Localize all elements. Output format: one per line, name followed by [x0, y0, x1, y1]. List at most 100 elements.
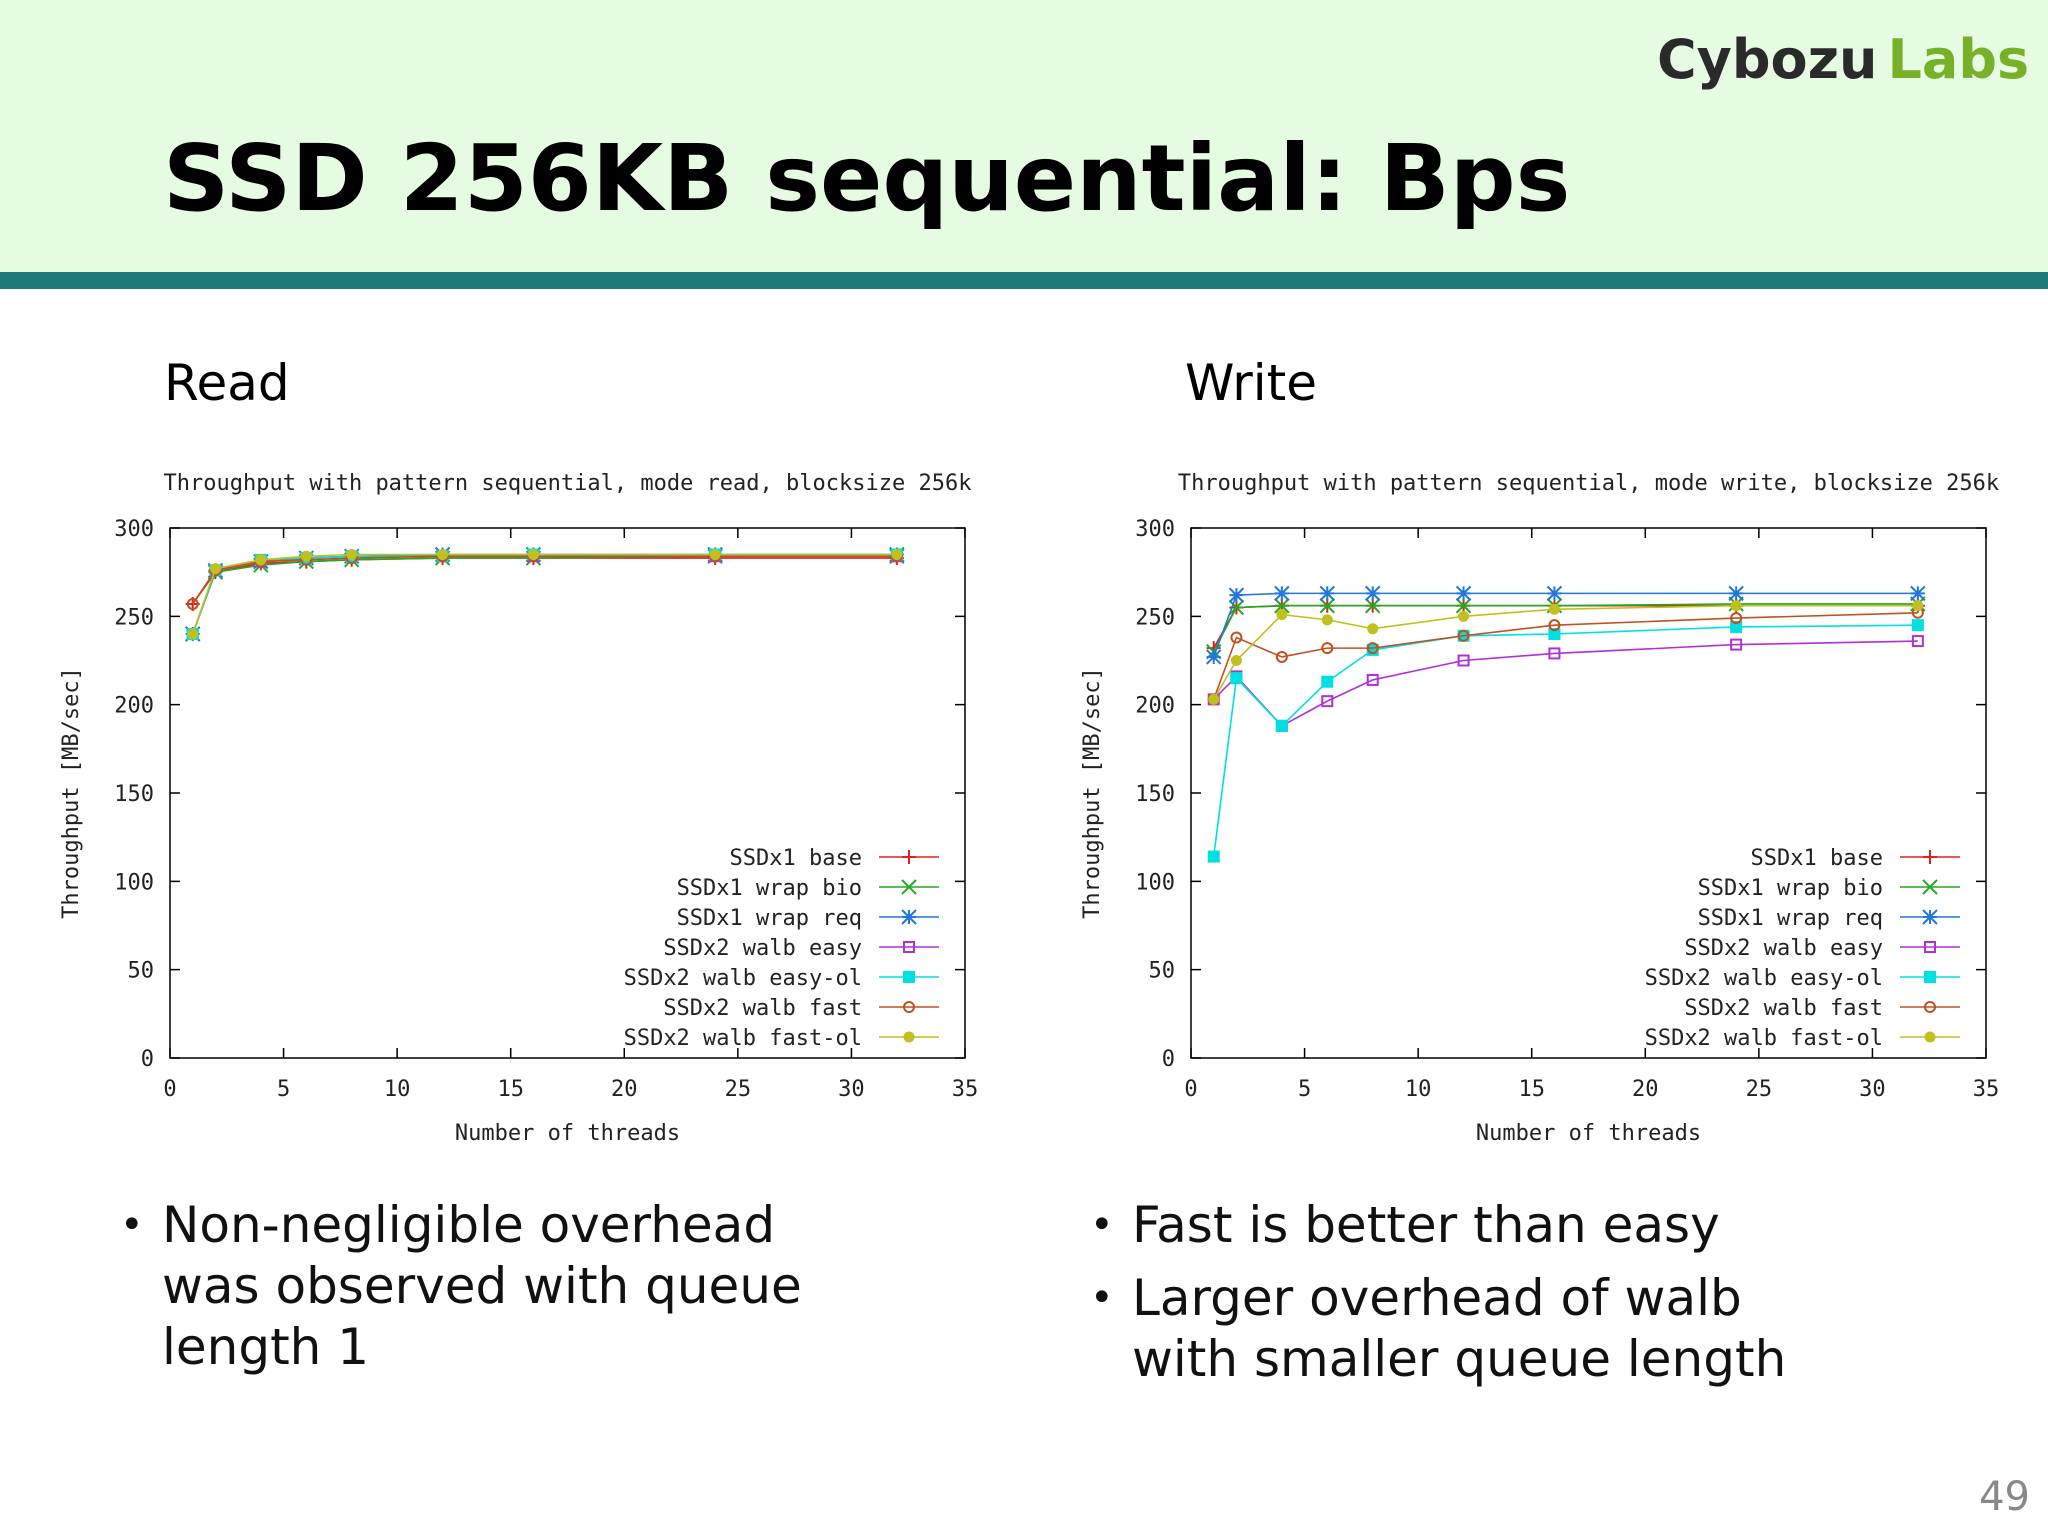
marker [1207, 850, 1220, 863]
marker [1730, 600, 1742, 612]
x-tick-label: 10 [1405, 1077, 1432, 1102]
x-tick-label: 0 [163, 1077, 176, 1102]
marker [1548, 647, 1561, 660]
marker [209, 563, 221, 575]
series-line [1212, 603, 1918, 653]
bullet: Fast is better than easy [1090, 1195, 1830, 1256]
y-tick-label: 50 [1149, 959, 1176, 984]
marker [1228, 587, 1245, 603]
slide-title: SSD 256KB sequential: Bps [163, 125, 1570, 232]
x-tick-label: 15 [497, 1077, 524, 1102]
legend-marker [901, 909, 917, 925]
marker [1319, 598, 1335, 614]
x-tick-label: 25 [725, 1077, 752, 1102]
marker [709, 549, 721, 560]
marker [1730, 612, 1743, 625]
marker [1912, 600, 1924, 612]
x-tick-label: 20 [611, 1077, 638, 1102]
y-tick-label: 0 [1162, 1047, 1175, 1072]
y-tick-label: 200 [114, 694, 154, 719]
marker [1548, 619, 1561, 632]
series-line [191, 553, 897, 635]
legend-marker [1924, 971, 1936, 983]
y-axis-label: Throughput [MB/sec] [1080, 667, 1105, 919]
logo-labs: Labs [1887, 28, 2029, 91]
marker [1230, 631, 1243, 644]
legend-label: SSDx2 walb easy-ol [624, 966, 862, 991]
marker [1457, 629, 1470, 642]
legend-label: SSDx2 walb easy [663, 936, 862, 961]
page-number: 49 [1979, 1474, 2030, 1520]
y-tick-label: 200 [1135, 694, 1175, 719]
y-tick-label: 50 [128, 959, 155, 984]
x-axis-label: Number of threads [455, 1121, 680, 1146]
series-line [1212, 624, 1918, 857]
marker [1274, 585, 1290, 602]
marker [1911, 619, 1924, 632]
marker [1319, 585, 1335, 602]
y-tick-label: 150 [114, 782, 154, 807]
y-tick-label: 300 [114, 517, 154, 542]
legend-marker [1922, 909, 1938, 925]
marker [1228, 599, 1245, 616]
x-tick-label: 35 [952, 1077, 979, 1102]
series-line [191, 555, 897, 635]
legend-marker [903, 1001, 915, 1013]
marker [1910, 585, 1926, 602]
x-tick-label: 5 [277, 1077, 290, 1102]
marker [1367, 623, 1379, 635]
marker [1730, 638, 1743, 651]
chart-title: Throughput with pattern sequential, mode… [1178, 471, 1999, 496]
chart-heading: Read [164, 354, 290, 412]
legend-marker [1924, 1031, 1936, 1043]
header-rule [0, 272, 2048, 289]
legend-label: SSDx1 wrap req [1698, 906, 1883, 931]
legend-label: SSDx2 walb easy-ol [1645, 966, 1883, 991]
marker [1455, 585, 1472, 602]
legend-label: SSDx2 walb fast [663, 996, 862, 1021]
marker [1458, 610, 1470, 622]
legend-marker [903, 941, 915, 953]
header-band [0, 0, 2048, 272]
y-tick-label: 250 [114, 605, 154, 630]
series-line [192, 555, 897, 605]
marker [1230, 655, 1242, 666]
series-line [191, 555, 897, 635]
y-tick-label: 250 [1135, 605, 1175, 630]
x-tick-label: 15 [1518, 1077, 1545, 1102]
series-line [1213, 640, 1918, 727]
bullet: Non-negligible overhead was observed wit… [120, 1195, 860, 1378]
x-axis-label: Number of threads [1476, 1121, 1701, 1146]
legend-marker [1923, 850, 1937, 864]
x-tick-label: 10 [384, 1077, 411, 1102]
marker [1206, 649, 1222, 665]
x-tick-label: 5 [1298, 1077, 1311, 1102]
marker [1276, 609, 1288, 621]
marker [1455, 598, 1472, 614]
x-tick-label: 35 [1973, 1077, 2000, 1102]
legend-marker [903, 971, 915, 983]
marker [891, 549, 903, 560]
marker [527, 549, 539, 560]
marker [1546, 585, 1563, 602]
marker [1274, 598, 1290, 614]
marker [1548, 628, 1561, 640]
marker [255, 554, 267, 566]
x-tick-label: 30 [838, 1077, 865, 1102]
x-tick-label: 30 [1859, 1077, 1886, 1102]
legend-label: SSDx1 wrap bio [677, 876, 862, 901]
marker [300, 550, 312, 562]
series-line [192, 557, 897, 605]
chart-title: Throughput with pattern sequential, mode… [164, 471, 972, 496]
marker [1321, 642, 1334, 655]
legend-label: SSDx1 wrap req [677, 906, 862, 931]
x-tick-label: 20 [1632, 1077, 1659, 1102]
legend-marker [1924, 941, 1936, 953]
legend-marker [1922, 879, 1938, 895]
legend-label: SSDx1 base [730, 846, 862, 871]
marker [186, 597, 199, 610]
y-tick-label: 300 [1135, 517, 1175, 542]
series-line [191, 553, 897, 635]
series-line [191, 553, 897, 635]
